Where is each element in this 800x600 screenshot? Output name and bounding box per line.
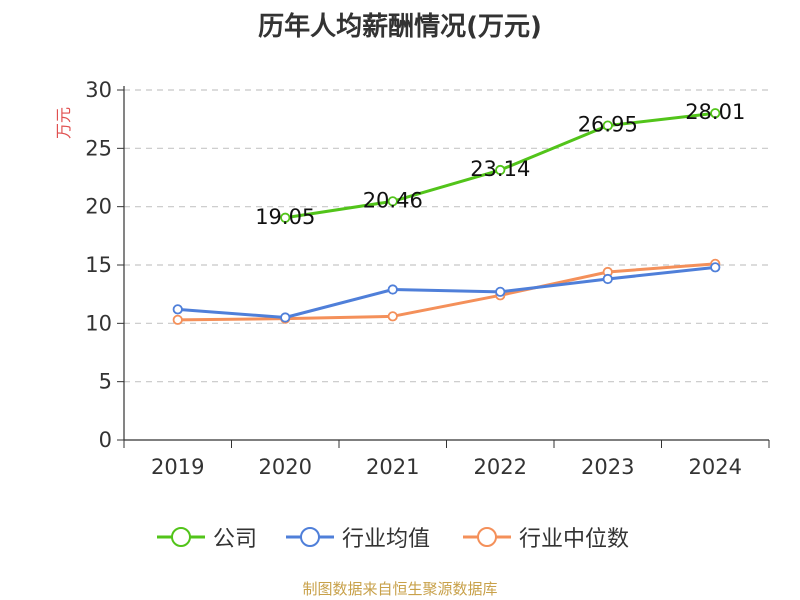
- data-point: [495, 164, 506, 176]
- data-labels: 19.05 20.46 23.14 26.95 28.01: [255, 100, 745, 229]
- y-axis-label: 万元: [54, 107, 73, 139]
- legend-line-icon: [286, 527, 334, 547]
- x-tick-label: 2022: [474, 455, 527, 479]
- legend-item-industry-average[interactable]: 行业均值: [286, 520, 430, 554]
- x-tick-label: 2023: [581, 455, 634, 479]
- y-tick-label: 5: [99, 370, 112, 394]
- y-tick-label: 15: [85, 253, 112, 277]
- data-point: [602, 273, 613, 285]
- legend-line-icon: [463, 527, 511, 547]
- y-tick-label: 10: [85, 311, 112, 335]
- data-point: [172, 314, 183, 325]
- data-label: 19.05: [255, 205, 315, 229]
- data-label: 23.14: [470, 157, 530, 181]
- data-label: 20.46: [363, 188, 423, 212]
- x-tick-label: 2019: [151, 455, 204, 479]
- axes: 0 5 10 15 20 25 30 2019 2020 2021 2022 2023 2024: [85, 78, 770, 479]
- legend-label: 公司: [213, 527, 258, 552]
- gridlines: [124, 89, 769, 383]
- legend-item-company[interactable]: 公司: [157, 520, 257, 554]
- y-tick-label: 25: [85, 136, 112, 160]
- legend-label: 行业中位数: [519, 527, 630, 552]
- data-label: 26.95: [578, 113, 638, 137]
- data-point: [280, 212, 291, 223]
- legend-line-icon: [157, 527, 205, 547]
- series-lines: [172, 108, 721, 325]
- data-point: [710, 108, 721, 119]
- data-source-note: 制图数据来自恒生聚源数据库: [302, 580, 498, 598]
- legend-label: 行业均值: [342, 527, 431, 552]
- data-point: [387, 311, 398, 322]
- x-tick-label: 2020: [259, 455, 312, 479]
- chart-title: 历年人均薪酬情况(万元): [258, 12, 542, 42]
- data-point: [387, 196, 398, 207]
- y-tick-label: 0: [99, 428, 112, 452]
- series-line-2: [177, 262, 716, 322]
- legend-item-industry-median[interactable]: 行业中位数: [463, 520, 629, 554]
- data-point: [387, 284, 398, 295]
- y-tick-label: 30: [85, 78, 112, 102]
- x-tick-label: 2021: [366, 455, 419, 479]
- data-point: [495, 286, 506, 297]
- series-line-1: [177, 265, 716, 319]
- y-tick-label: 20: [85, 195, 112, 219]
- x-tick-label: 2024: [689, 455, 742, 479]
- data-label: 28.01: [685, 100, 745, 124]
- data-point: [280, 312, 291, 323]
- data-point: [172, 304, 183, 315]
- data-point: [602, 120, 613, 131]
- data-point: [710, 262, 721, 273]
